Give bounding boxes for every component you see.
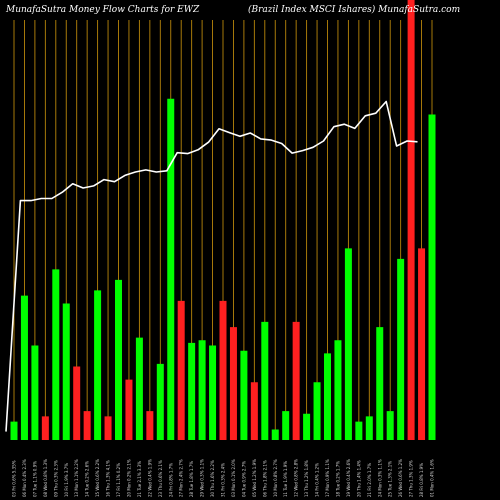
x-tick-label: 09 Thu 0.3% 2.3%: [53, 460, 58, 497]
x-tick-label: 14 Tue 0.2% 2.6%: [85, 461, 90, 497]
chart-title: MunafaSutra Money Flow Charts for EWZ: [6, 5, 200, 15]
x-axis-labels: 03 Fri 0.6% 5.35% 06 Mon 0.4% 2.3% 07 Tue …: [12, 459, 435, 497]
x-tick-label: 11 Tue 1.9% 1.9%: [283, 461, 288, 497]
price-line: [5, 100, 418, 432]
x-tick-label: 03 Mon 0.1% 2.0%: [231, 459, 236, 497]
money-flow-bar: [31, 345, 39, 440]
money-flow-bar: [240, 350, 248, 440]
money-flow-bar: [198, 340, 206, 440]
x-tick-label: 01 Mon 0.4% 1.6%: [430, 459, 435, 497]
x-tick-label: 08 Wed 0.8% 1.3%: [43, 459, 48, 497]
x-tick-label: 10 Fri 1.9% 3.7%: [64, 463, 69, 497]
x-tick-label: 27 Mon 2.4% 2.7%: [179, 459, 184, 497]
x-tick-label: 19 Wed 0.4% 2.6%: [346, 459, 351, 497]
price-line-path: [5, 100, 418, 432]
money-flow-bars: [10, 0, 436, 440]
x-tick-label: 16 Thu 1.3% 4.1%: [106, 460, 111, 497]
x-tick-label: 15 Wed 0.6% 2.2%: [95, 459, 100, 497]
money-flow-bar: [271, 429, 279, 440]
money-flow-bar: [219, 300, 227, 440]
x-tick-label: 12 Wed 0.8% 2.8%: [294, 459, 299, 497]
x-tick-label: 14 Fri 0.4% 1.2%: [315, 463, 320, 497]
money-flow-bar: [428, 114, 436, 440]
x-tick-label: 22 Wed 0.4% 1.9%: [147, 459, 152, 497]
money-flow-bar: [261, 321, 269, 440]
x-tick-label: 18 Tue 0.2% 1.7%: [335, 461, 340, 497]
money-flow-bar: [386, 411, 394, 440]
x-tick-label: 29 Wed 0.3% 1.1%: [200, 459, 205, 497]
money-flow-bar: [407, 0, 415, 440]
money-flow-bar: [146, 411, 154, 440]
money-flow-bar: [52, 269, 60, 440]
x-tick-label: 05 Wed 1.2% 1.9%: [252, 459, 257, 497]
x-tick-label: 28 Tue 1.8% 1.7%: [189, 461, 194, 497]
money-flow-bar: [94, 290, 102, 440]
money-flow-bar: [292, 321, 300, 440]
money-flow-bar: [125, 379, 133, 440]
money-flow-bar: [250, 382, 258, 440]
x-tick-label: 25 Tue 1.3% 2.1%: [388, 461, 393, 497]
x-tick-label: 20 Mon 0.2% 2.1%: [126, 459, 131, 497]
money-flow-bar: [41, 416, 49, 440]
x-tick-label: 28 Fri 0.8% 1.9%: [419, 463, 424, 497]
money-flow-bar: [313, 382, 321, 440]
x-tick-label: 24 Mon 0.3% 1.1%: [377, 459, 382, 497]
x-tick-label: 13 Mon 1.1% 2.2%: [74, 459, 79, 497]
money-flow-bar: [282, 411, 290, 440]
money-flow-bar: [104, 416, 112, 440]
x-tick-label: 23 Thu 0.6% 2.1%: [158, 460, 163, 497]
money-flow-bar: [334, 340, 342, 440]
money-flow-bar: [73, 366, 81, 440]
money-flow-bar: [397, 258, 405, 440]
x-tick-label: 17 Mon 0.9% 1.1%: [325, 459, 330, 497]
money-flow-bar: [229, 327, 237, 440]
x-tick-label: 31 Fri 0.3% 2.4%: [221, 463, 226, 497]
money-flow-bar: [188, 342, 196, 440]
x-tick-label: 10 Mon 0.8% 2.7%: [273, 459, 278, 497]
money-flow-bar: [10, 421, 18, 440]
x-tick-label: 17 Fri 1.1% 0.2%: [116, 463, 121, 497]
money-flow-bar: [167, 98, 175, 440]
money-flow-bar: [324, 353, 331, 440]
money-flow-bar: [177, 300, 185, 440]
money-flow-bar: [355, 421, 363, 440]
x-tick-label: 06 Thu 1.8% 2.1%: [262, 460, 267, 497]
money-flow-bar: [303, 413, 311, 440]
x-tick-label: 24 Fri 0.8% 1.7%: [168, 463, 173, 497]
money-flow-bar: [418, 248, 426, 440]
x-tick-label: 21 Fri 2.0% 1.7%: [367, 463, 372, 497]
money-flow-bar: [83, 411, 91, 440]
money-flow-bar: [156, 363, 164, 440]
money-flow-bar: [135, 337, 143, 440]
x-tick-label: 07 Tue 1.1% 0.9%: [32, 461, 37, 497]
x-tick-label: 27 Thu 1.3% 1.9%: [409, 460, 414, 497]
x-tick-label: 13 Thu 1.2% 1.8%: [304, 460, 309, 497]
x-tick-label: 21 Tue 2.1% 3.3%: [137, 461, 142, 497]
chart-subtitle: (Brazil Index MSCI Ishares) MunafaSutra.…: [248, 5, 461, 15]
money-flow-bar: [20, 295, 28, 440]
x-tick-label: 26 Wed 0.6% 1.2%: [398, 459, 403, 497]
x-tick-label: 30 Thu 1.6% 2.2%: [210, 460, 215, 497]
money-flow-bar: [344, 248, 352, 440]
x-tick-label: 04 Tue 0.9% 2.7%: [241, 461, 246, 497]
money-flow-bar: [365, 416, 373, 440]
money-flow-bar: [376, 327, 384, 440]
x-tick-label: 06 Mon 0.4% 2.3%: [22, 459, 27, 497]
money-flow-bar: [209, 345, 217, 440]
x-tick-label: 03 Fri 0.6% 5.35%: [12, 460, 17, 497]
x-tick-label: 20 Thu 1.4% 1.4%: [356, 460, 361, 497]
money-flow-bar: [62, 303, 70, 440]
money-flow-bar: [115, 279, 122, 440]
